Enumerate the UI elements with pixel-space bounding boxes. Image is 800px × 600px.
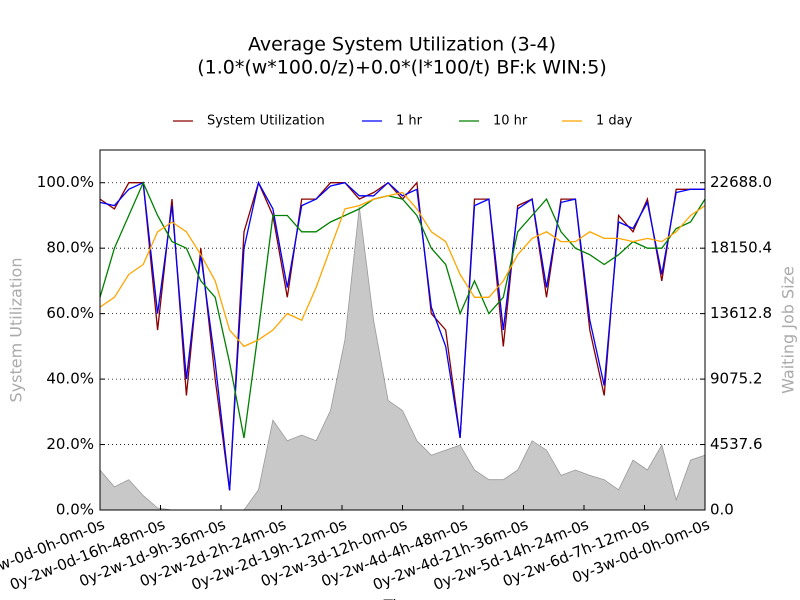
legend-label: System Utilization	[207, 114, 325, 129]
legend-label: 10 hr	[493, 114, 528, 129]
y-tick-label: 60.0%	[46, 304, 94, 322]
y2-tick-label: 0.0	[710, 501, 734, 519]
y2-tick-label: 13612.8	[710, 304, 772, 322]
y-tick-label: 20.0%	[46, 435, 94, 453]
y2-tick-label: 22688.0	[710, 173, 772, 191]
legend-label: 1 day	[596, 114, 633, 129]
chart-subtitle: (1.0*(w*100.0/z)+0.0*(l*100/t) BF:k WIN:…	[197, 57, 607, 79]
legend-label: 1 hr	[396, 114, 423, 129]
chart-title: Average System Utilization (3-4)	[248, 34, 556, 56]
y-tick-label: 100.0%	[37, 173, 94, 191]
series-line	[99, 181, 706, 439]
series-line	[99, 191, 706, 348]
y-axis-label: System Utilization	[7, 258, 26, 403]
plot-frame	[99, 149, 706, 511]
y-tick-label: 80.0%	[46, 239, 94, 257]
y2-tick-label: 9075.2	[710, 370, 763, 388]
y-tick-label: 40.0%	[46, 370, 94, 388]
y2-tick-label: 4537.6	[710, 435, 763, 453]
y2-tick-label: 18150.4	[710, 239, 772, 257]
y-tick-label: 0.0%	[56, 501, 94, 519]
x-axis-label: Time	[383, 597, 421, 600]
y2-axis-label: Waiting Job Size	[779, 266, 798, 394]
